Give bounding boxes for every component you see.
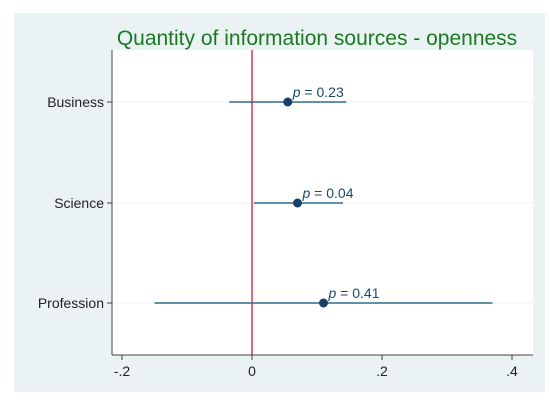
p-label-symbol: p	[302, 185, 311, 201]
chart-title: Quantity of information sources - openne…	[117, 27, 517, 50]
y-tick-label-profession: Profession	[38, 295, 104, 311]
x-tick-label-2: .2	[376, 363, 388, 379]
point-profession	[319, 298, 328, 308]
x-tick-label-1: 0	[248, 363, 256, 379]
p-label-symbol: p	[328, 285, 337, 301]
x-axis-ticks: -.2 0 .2 .4	[114, 355, 518, 379]
p-label-profession: p = 0.41	[328, 285, 380, 301]
x-tick-label-0: -.2	[114, 363, 131, 379]
x-tick-label-3: .4	[506, 363, 518, 379]
p-label-science: p = 0.04	[302, 185, 354, 201]
point-business	[283, 97, 293, 107]
p-label-value: = 0.04	[310, 185, 353, 201]
y-tick-label-science: Science	[54, 195, 104, 211]
point-estimates	[283, 97, 328, 308]
point-science	[293, 198, 302, 208]
p-label-value: = 0.41	[336, 285, 379, 301]
y-tick-label-business: Business	[47, 94, 104, 110]
y-axis-ticks: Business Science Profession	[38, 94, 112, 311]
p-value-labels: p = 0.23p = 0.04p = 0.41	[292, 84, 380, 301]
p-label-symbol: p	[292, 84, 301, 100]
p-label-business: p = 0.23	[292, 84, 344, 100]
p-label-value: = 0.23	[301, 84, 344, 100]
